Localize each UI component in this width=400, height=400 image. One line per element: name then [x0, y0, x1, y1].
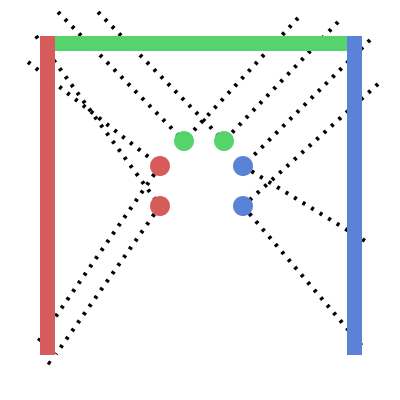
blue-ball-upper[interactable]	[233, 156, 253, 176]
trajectory-line-10	[56, 206, 160, 354]
red-ball-lower[interactable]	[150, 196, 170, 216]
trajectory-line-13	[48, 362, 54, 366]
left-wall-red	[40, 36, 55, 355]
trajectory-line-2	[98, 12, 224, 141]
blue-ball-lower[interactable]	[233, 196, 253, 216]
green-ball-right[interactable]	[214, 131, 234, 151]
top-wall-green	[40, 36, 362, 51]
green-ball-left[interactable]	[174, 131, 194, 151]
trajectory-line-1	[58, 12, 184, 141]
trajectory-line-12	[243, 206, 362, 346]
trajectory-line-9	[38, 166, 160, 342]
red-ball-upper[interactable]	[150, 156, 170, 176]
right-wall-blue	[347, 36, 362, 355]
